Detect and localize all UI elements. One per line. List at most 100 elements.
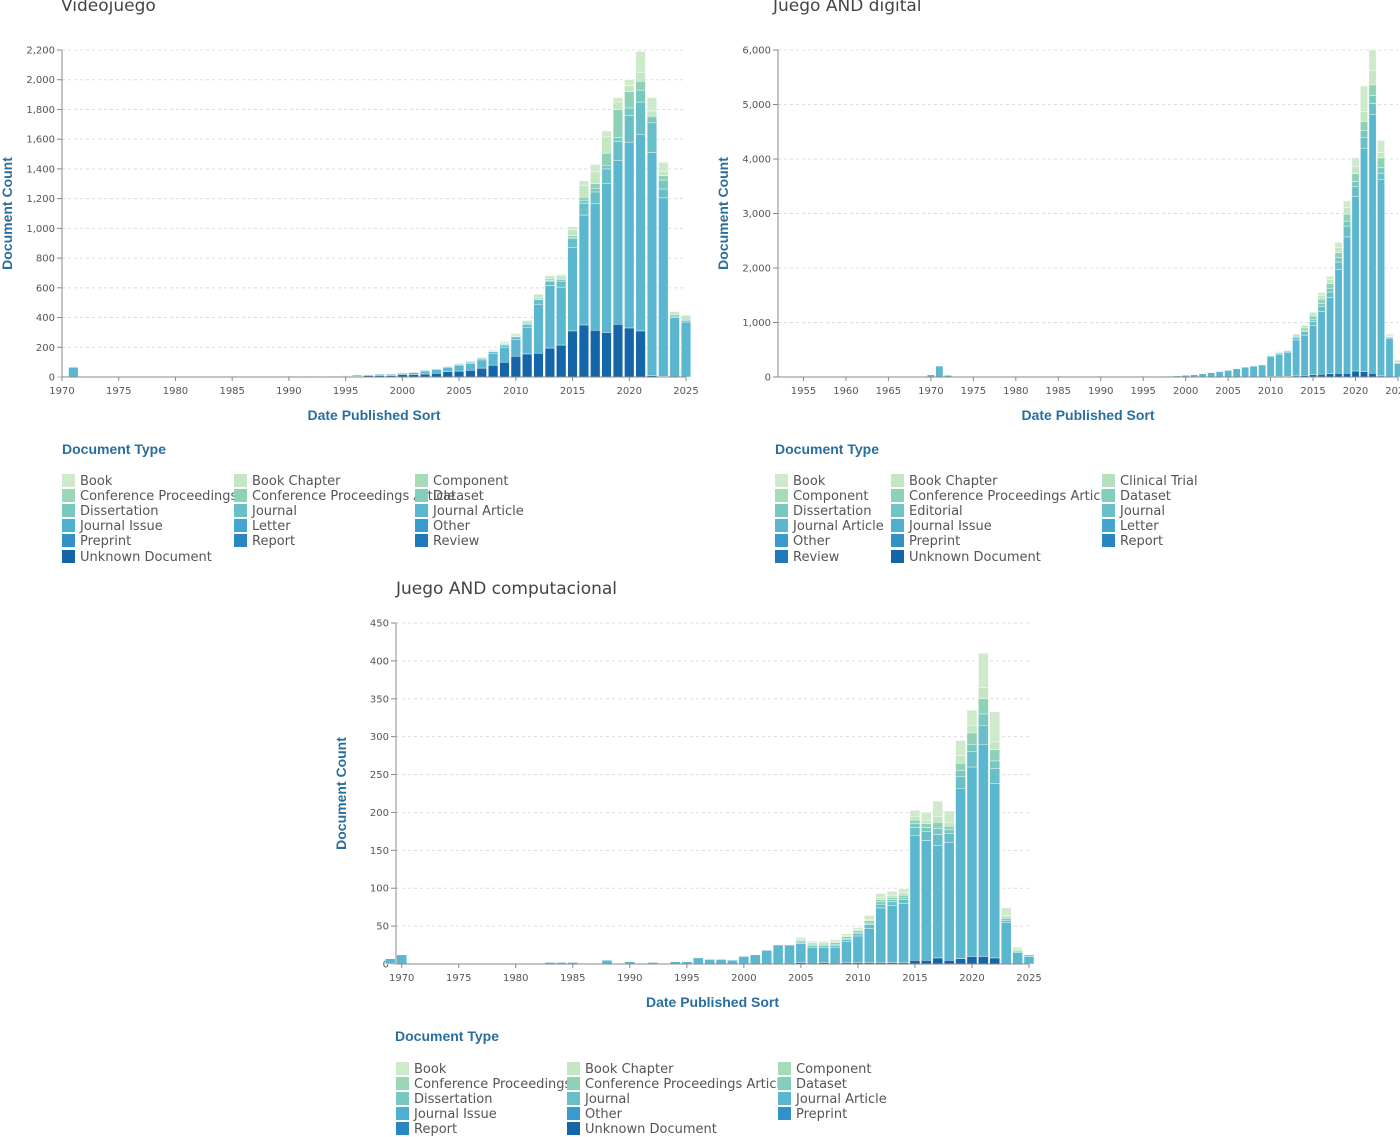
legend-item[interactable]: Book (396, 1062, 446, 1077)
bar-segment (795, 940, 807, 943)
bar-segment (1012, 952, 1023, 965)
bar-segment (738, 956, 750, 965)
bar-segment (510, 332, 521, 335)
bar-segment (1360, 121, 1368, 131)
legend-item[interactable]: Book (62, 474, 112, 489)
bar-segment (1351, 186, 1360, 197)
bar-segment (601, 168, 612, 184)
bar-segment (1368, 70, 1377, 86)
bar-segment (442, 371, 453, 378)
x-tick-label: 2015 (1300, 386, 1325, 397)
legend-item[interactable]: Journal Article (775, 519, 884, 534)
legend-item[interactable]: Dataset (415, 489, 484, 504)
bar-segment (886, 899, 898, 903)
bar-segment (567, 247, 578, 332)
legend-swatch (62, 489, 75, 503)
bar-segment (1326, 279, 1334, 285)
bar-segment (488, 364, 499, 378)
legend-label: Report (414, 1122, 458, 1137)
legend-item[interactable]: Report (1102, 534, 1163, 549)
chart-title: Juego AND computacional (396, 579, 618, 599)
legend-item[interactable]: Letter (234, 519, 291, 534)
legend-item[interactable]: Book Chapter (234, 474, 340, 489)
bar-segment (510, 333, 521, 336)
legend-item[interactable]: Unknown Document (891, 549, 1041, 565)
bar-segment (1351, 370, 1360, 378)
legend-swatch (775, 504, 788, 518)
bar-segment (966, 725, 978, 734)
legend-item[interactable]: Book (775, 474, 825, 489)
legend-item[interactable]: Dissertation (775, 504, 871, 519)
legend-item[interactable]: Other (775, 534, 830, 549)
legend-item[interactable]: Journal Issue (891, 519, 992, 534)
x-tick-label: 2005 (1215, 386, 1240, 397)
bar-segment (1343, 200, 1351, 208)
legend-item[interactable]: Other (567, 1107, 622, 1122)
legend-item[interactable]: Dissertation (396, 1092, 492, 1107)
legend-swatch (234, 504, 247, 518)
legend-item[interactable]: Report (234, 534, 295, 549)
bar-segment (795, 941, 807, 944)
legend-item[interactable]: Preprint (891, 534, 960, 549)
legend-item[interactable]: Journal Issue (62, 519, 163, 534)
legend-item[interactable]: Other (415, 519, 470, 534)
bar-segment (658, 179, 669, 190)
y-tick-label: 2,200 (26, 46, 55, 57)
bar-segment (1377, 172, 1385, 180)
legend-item[interactable]: Conference Proceedings (396, 1077, 571, 1092)
bar-segment (807, 947, 818, 965)
x-tick-label: 2020 (1343, 386, 1368, 397)
legend-label: Other (585, 1107, 622, 1123)
bar-segment (943, 829, 955, 834)
bar-segment (1343, 220, 1351, 227)
legend-item[interactable]: Dataset (778, 1077, 847, 1092)
legend-item[interactable]: Unknown Document (567, 1122, 717, 1137)
x-tick-label: 2005 (446, 386, 471, 397)
legend-swatch (415, 489, 428, 503)
legend-item[interactable]: Conference Proceedings Article (891, 489, 1112, 504)
legend-item[interactable]: Component (775, 489, 868, 504)
legend-item[interactable]: Review (775, 549, 839, 565)
legend-item[interactable]: Preprint (778, 1107, 847, 1122)
legend-item[interactable]: Book Chapter (891, 474, 997, 489)
legend-item[interactable]: Editorial (891, 504, 963, 519)
legend-item[interactable]: Conference Proceedings (62, 489, 237, 504)
bar-segment (978, 698, 989, 715)
legend-item[interactable]: Conference Proceedings Article (234, 489, 455, 504)
legend-item[interactable]: Book Chapter (567, 1062, 673, 1077)
legend-item[interactable]: Dissertation (62, 504, 158, 519)
bar-segment (898, 888, 909, 893)
y-tick-label: 0 (765, 373, 771, 384)
x-tick-label: 2020 (959, 973, 984, 984)
x-tick-label: 2000 (390, 386, 415, 397)
legend-item[interactable]: Report (396, 1122, 457, 1137)
bar-segment (909, 960, 921, 965)
legend-swatch (567, 1062, 580, 1075)
y-tick-label: 400 (36, 313, 55, 324)
legend-item[interactable]: Conference Proceedings Article (567, 1077, 788, 1092)
legend-item[interactable]: Journal (234, 504, 297, 519)
legend-item[interactable]: Component (415, 474, 508, 489)
bar-segment (499, 341, 510, 344)
legend-item[interactable]: Dataset (1102, 489, 1171, 504)
bar-segment (1266, 353, 1275, 355)
legend-item[interactable]: Journal Article (415, 504, 524, 519)
legend-item[interactable]: Journal Issue (396, 1107, 497, 1122)
legend-item[interactable]: Journal Article (778, 1092, 887, 1107)
legend-item[interactable]: Letter (1102, 519, 1159, 534)
legend-item[interactable]: Component (778, 1062, 871, 1077)
y-tick-label: 0 (49, 373, 55, 384)
legend-item[interactable]: Clinical Trial (1102, 474, 1198, 489)
bar-segment (955, 776, 966, 789)
bar-segment (989, 957, 1000, 965)
bar-segment (374, 374, 385, 376)
bar-segment (1012, 949, 1023, 952)
bar-segment (1292, 334, 1300, 337)
legend-item[interactable]: Preprint (62, 534, 131, 549)
legend-item[interactable]: Review (415, 534, 479, 549)
legend-item[interactable]: Journal (567, 1092, 630, 1107)
bar-segment (886, 901, 898, 906)
legend-item[interactable]: Unknown Document (62, 549, 212, 565)
legend-item[interactable]: Journal (1102, 504, 1165, 519)
legend-title: Document Type (62, 441, 166, 457)
